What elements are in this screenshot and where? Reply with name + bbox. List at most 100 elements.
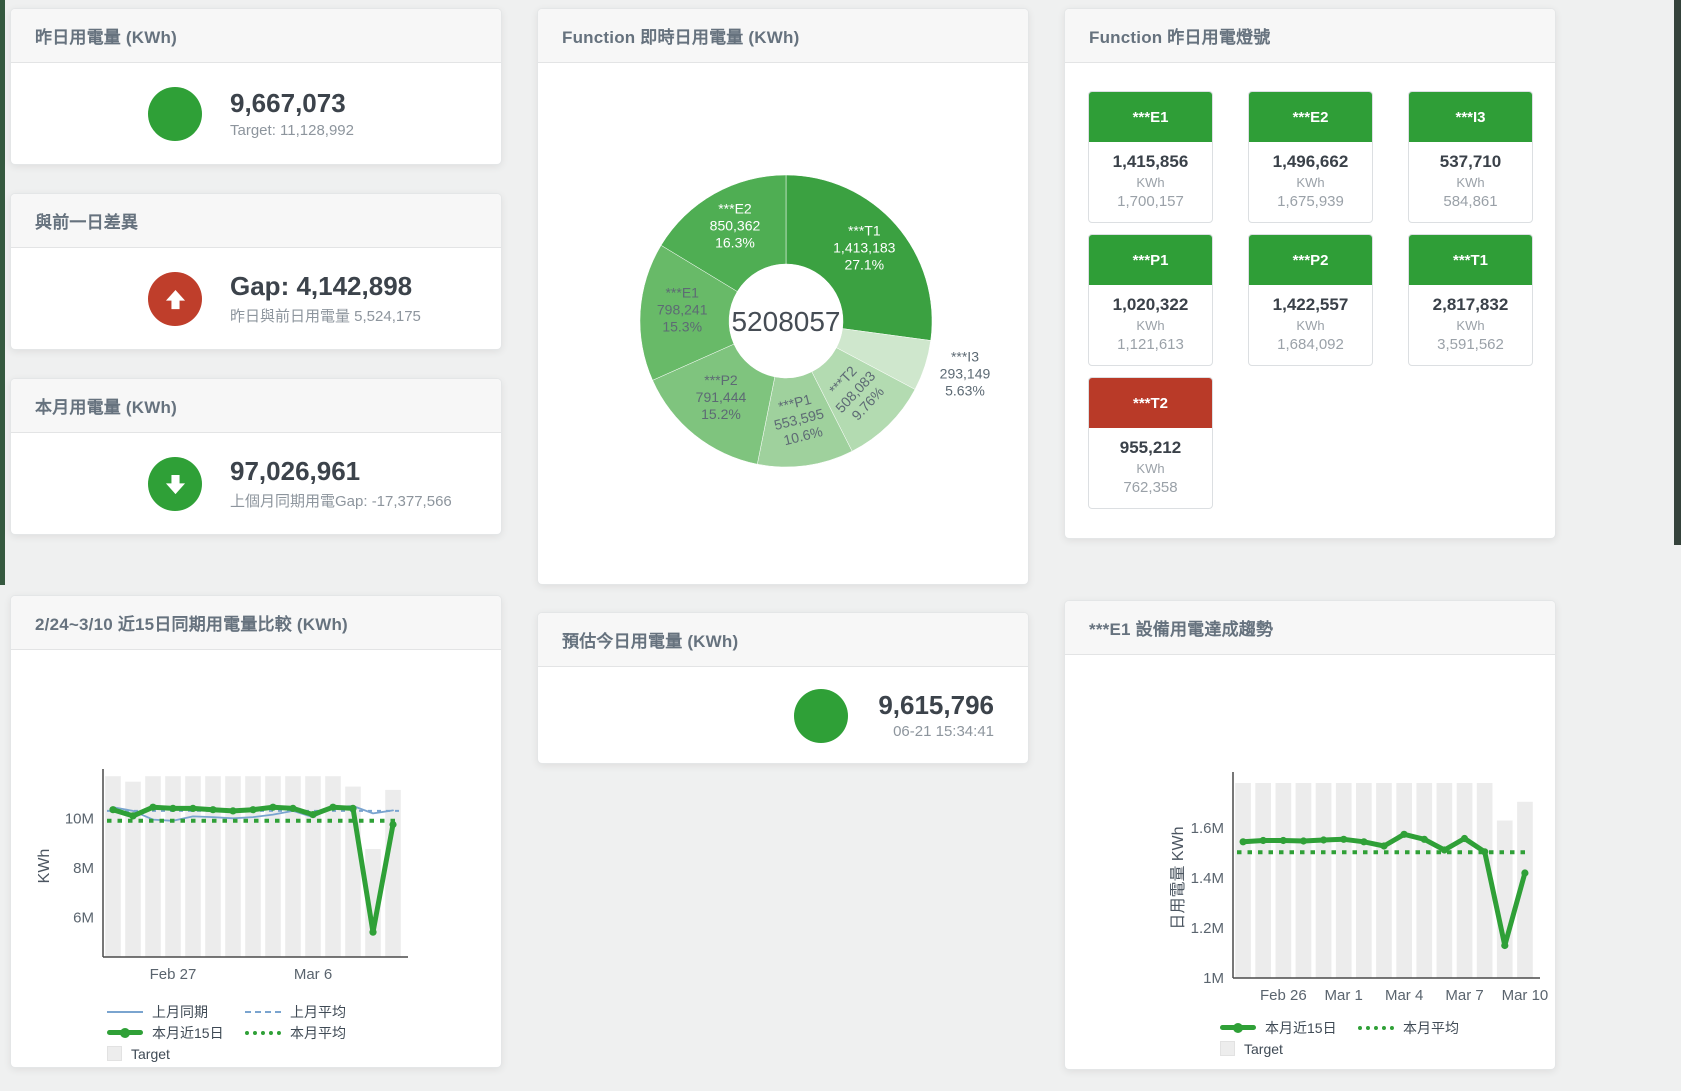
series-marker (329, 803, 337, 811)
kpi-value: 9,667,073 (230, 88, 346, 119)
donut-slice-E2[interactable] (660, 174, 787, 292)
legend-label: 上月平均 (290, 1003, 346, 1020)
kpi-value: Gap: 4,142,898 (230, 271, 413, 302)
chart-legend: 本月近15日 本月平均 Target (1220, 1017, 1555, 1059)
panel-title: 本月用電量 (KWh) (35, 398, 177, 417)
kpi-subtitle: Target: 11,128,992 (230, 121, 354, 139)
kpi-body: Gap: 4,142,898 昨日與前日用電量 5,524,175 (11, 248, 501, 349)
target-bar (265, 776, 281, 957)
panel-month-usage: 本月用電量 (KWh) 97,026,961 上個月同期用電Gap: -17,3… (10, 378, 502, 535)
kpi-value: 9,615,796 (878, 689, 994, 720)
x-tick-label: Mar 1 (1325, 987, 1363, 1004)
series-marker (349, 804, 357, 812)
status-card-header: ***P1 (1089, 235, 1212, 285)
target-bar (1456, 783, 1473, 978)
status-card-value: 1,415,856 (1112, 152, 1189, 171)
legend-label: 本月近15日 (1265, 1019, 1337, 1036)
series-marker (1259, 836, 1267, 845)
donut-slice-P2[interactable] (652, 343, 776, 465)
legend-swatch-dot-green (245, 1030, 281, 1035)
legend-swatch-dot-green (1358, 1025, 1394, 1030)
status-card-value: 537,710 (1439, 152, 1502, 171)
status-card-value: 1,020,322 (1112, 295, 1189, 314)
status-card-unit: KWh (1136, 461, 1165, 476)
panel-title: 2/24~3/10 近15日同期用電量比較 (KWh) (35, 615, 348, 634)
legend-item[interactable]: 本月平均 (1358, 1018, 1496, 1038)
target-bar (245, 776, 261, 957)
legend-item[interactable]: 本月近15日 (107, 1023, 245, 1043)
panel-header[interactable]: 與前一日差異 (11, 194, 501, 248)
panel-header[interactable]: 預估今日用電量 (KWh) (538, 613, 1028, 667)
status-card-header: ***E1 (1089, 92, 1212, 142)
panel-header[interactable]: 2/24~3/10 近15日同期用電量比較 (KWh) (11, 596, 501, 650)
status-card-header: ***T1 (1409, 235, 1532, 285)
y-tick-label: 1.6M (1191, 820, 1224, 837)
status-card: ***P1 1,020,322 KWh 1,121,613 (1088, 234, 1213, 366)
series-marker (1501, 941, 1509, 950)
target-bar (225, 776, 241, 957)
status-card: ***E1 1,415,856 KWh 1,700,157 (1088, 91, 1213, 223)
panel-header[interactable]: 昨日用電量 (KWh) (11, 9, 501, 63)
series-marker (1521, 869, 1529, 877)
y-tick-label: 1.4M (1191, 870, 1224, 887)
target-bar (165, 776, 181, 957)
legend-item[interactable]: Target (1220, 1041, 1358, 1057)
status-card-target: 762,358 (1123, 479, 1178, 496)
down-arrow-icon (148, 457, 202, 511)
donut-slice-label: ***E1 798,241 15.3% (657, 284, 708, 334)
panel-header[interactable]: Function 昨日用電燈號 (1065, 9, 1555, 63)
target-bar (1335, 783, 1352, 978)
status-card: ***P2 1,422,557 KWh 1,684,092 (1248, 234, 1373, 366)
chart-body: 6M 8M 10M KWh Feb 27 Mar 6 上月同期 上月平均本月近15日 本月平均… (11, 650, 501, 1064)
status-card-unit: KWh (1136, 318, 1165, 333)
target-bar (105, 776, 121, 957)
compare-line-chart: 6M 8M 10M KWh Feb 27 Mar 6 (36, 769, 408, 983)
panel-header[interactable]: Function 即時日用電量 (KWh) (538, 9, 1028, 63)
series-marker (1440, 846, 1448, 854)
legend-item[interactable]: 上月同期 (107, 1002, 245, 1022)
x-tick-label: Mar 7 (1445, 987, 1483, 1004)
series-marker (1400, 830, 1408, 838)
status-card: ***T2 955,212 KWh 762,358 (1088, 377, 1213, 509)
x-tick-label: Mar 4 (1385, 987, 1423, 1004)
target-bar (1436, 783, 1453, 978)
y-axis-label: 日用電量 KWh (1170, 826, 1187, 929)
panel-header[interactable]: 本月用電量 (KWh) (11, 379, 501, 433)
legend-label: Target (1244, 1040, 1283, 1057)
panel-e1-trend: ***E1 設備用電達成趨勢 1M 1.2M 1.4M 1.6M 日用電量 KWh Feb… (1064, 600, 1556, 1070)
left-edge-strip (0, 0, 5, 585)
chart-legend: 上月同期 上月平均本月近15日 本月平均 Target (107, 1001, 501, 1064)
legend-item[interactable]: 本月平均 (245, 1023, 383, 1043)
status-circle-green-icon (148, 87, 202, 141)
kpi-value: 97,026,961 (230, 456, 361, 487)
status-card-header: ***E2 (1249, 92, 1372, 142)
legend-label: 本月近15日 (152, 1024, 224, 1041)
status-card-value: 2,817,832 (1432, 295, 1509, 314)
panel-yesterday-usage: 昨日用電量 (KWh) 9,667,073 Target: 11,128,992 (10, 8, 502, 165)
donut-slice-E1[interactable] (639, 244, 738, 381)
target-bar (365, 849, 381, 957)
series-marker (289, 804, 297, 812)
target-bar (1255, 783, 1271, 978)
donut-slice-T1[interactable] (785, 174, 933, 341)
status-card-target: 1,700,157 (1117, 193, 1184, 210)
status-card: ***T1 2,817,832 KWh 3,591,562 (1408, 234, 1533, 366)
panel-header[interactable]: ***E1 設備用電達成趨勢 (1065, 601, 1555, 655)
target-bar (1416, 783, 1433, 978)
series-marker (1239, 838, 1247, 846)
legend-swatch-square-gray (1220, 1041, 1235, 1056)
status-card-value: 1,422,557 (1272, 295, 1349, 314)
series-marker (1320, 836, 1328, 844)
panel-title: Function 即時日用電量 (KWh) (562, 28, 800, 47)
target-bar (1356, 783, 1372, 978)
legend-item[interactable]: Target (107, 1046, 245, 1062)
legend-label: Target (131, 1045, 170, 1062)
kpi-subtitle: 上個月同期用電Gap: -17,377,566 (230, 492, 452, 510)
y-tick-label: 10M (65, 810, 94, 827)
status-circle-green-icon (794, 688, 849, 743)
legend-item[interactable]: 本月近15日 (1220, 1018, 1358, 1038)
series-marker (309, 811, 317, 819)
series-marker (209, 806, 217, 814)
chart-body: 1M 1.2M 1.4M 1.6M 日用電量 KWh Feb 26 Mar 1 Mar 4 Ma… (1065, 655, 1555, 1059)
legend-item[interactable]: 上月平均 (245, 1002, 383, 1022)
